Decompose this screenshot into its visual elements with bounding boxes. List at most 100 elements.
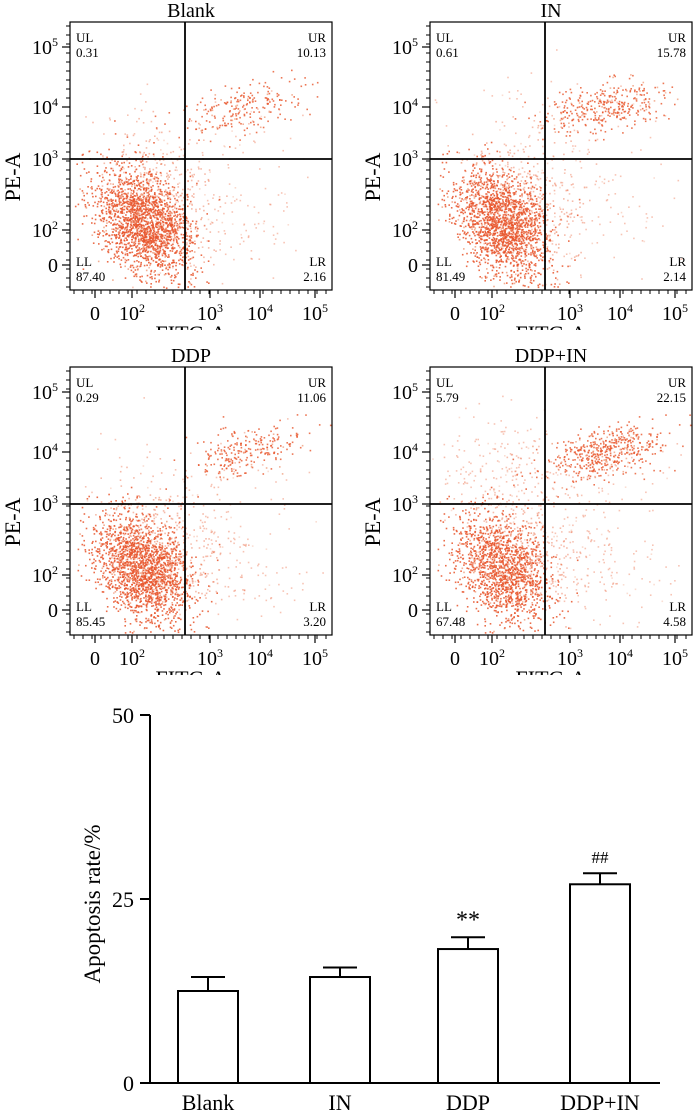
- event-dot: [145, 188, 148, 190]
- event-dot: [533, 195, 536, 198]
- event-dot: [153, 211, 155, 213]
- y-axis-label: PE-A: [0, 152, 25, 201]
- event-dot: [628, 110, 630, 113]
- event-dot: [476, 203, 478, 206]
- event-dot: [172, 239, 175, 241]
- event-dot: [272, 100, 275, 102]
- event-dot: [596, 91, 598, 94]
- event-dot: [527, 197, 529, 200]
- event-dot: [154, 247, 156, 250]
- event-dot: [536, 254, 538, 257]
- event-dot: [136, 195, 139, 197]
- event-dot: [117, 160, 119, 163]
- event-dot: [503, 211, 506, 214]
- event-dot: [556, 251, 558, 254]
- event-dot: [463, 181, 465, 184]
- event-dot: [551, 264, 553, 267]
- event-dot: [485, 222, 487, 224]
- event-dot: [629, 89, 632, 92]
- event-dot: [165, 230, 168, 233]
- event-dot: [90, 180, 92, 183]
- event-dot: [492, 233, 495, 235]
- event-dot: [533, 165, 535, 168]
- event-dot: [468, 206, 471, 209]
- event-dot: [479, 188, 481, 191]
- event-dot: [438, 219, 440, 221]
- event-dot: [169, 214, 172, 217]
- event-dot: [547, 120, 549, 123]
- event-dot: [459, 209, 461, 211]
- event-dot: [634, 123, 636, 126]
- event-dot: [488, 228, 490, 230]
- event-dot: [186, 222, 188, 224]
- event-dot: [570, 184, 573, 186]
- event-dot: [254, 100, 257, 102]
- event-dot: [155, 254, 158, 257]
- event-dot: [145, 236, 148, 239]
- event-dot: [623, 102, 625, 105]
- event-dot: [176, 242, 179, 245]
- event-dot: [480, 211, 482, 213]
- event-dot: [605, 108, 608, 110]
- event-dot: [536, 229, 538, 231]
- event-dot: [490, 233, 493, 235]
- event-dot: [529, 195, 532, 198]
- event-dot: [507, 194, 510, 197]
- event-dot: [487, 250, 490, 253]
- event-dot: [594, 101, 596, 103]
- event-dot: [579, 216, 582, 218]
- event-dot: [104, 240, 106, 243]
- event-dot: [159, 214, 162, 217]
- event-dot: [533, 221, 536, 223]
- event-dot: [272, 70, 275, 73]
- event-dot: [147, 192, 149, 194]
- event-dot: [579, 202, 581, 204]
- event-dot: [482, 203, 485, 205]
- event-dot: [127, 205, 129, 208]
- event-dot: [145, 241, 147, 244]
- event-dot: [527, 268, 529, 271]
- event-dot: [515, 232, 518, 235]
- event-dot: [136, 216, 138, 218]
- event-dot: [482, 195, 484, 198]
- event-dot: [508, 200, 510, 202]
- event-dot: [289, 137, 292, 140]
- event-dot: [187, 196, 189, 198]
- event-dot: [139, 195, 141, 198]
- event-dot: [180, 194, 182, 197]
- event-dot: [119, 188, 122, 190]
- event-dot: [121, 182, 124, 185]
- event-dot: [582, 113, 584, 116]
- event-dot: [153, 201, 156, 204]
- event-dot: [529, 145, 531, 147]
- event-dot: [138, 239, 141, 242]
- event-dot: [135, 213, 137, 215]
- event-dot: [549, 238, 551, 241]
- event-dot: [484, 187, 487, 190]
- event-dot: [126, 211, 129, 213]
- event-dot: [599, 94, 602, 96]
- event-dot: [512, 206, 514, 209]
- event-dot: [607, 109, 610, 111]
- event-dot: [492, 234, 494, 237]
- event-dot: [166, 222, 168, 224]
- event-dot: [109, 212, 112, 215]
- event-dot: [603, 107, 606, 109]
- event-dot: [245, 229, 247, 232]
- event-dot: [500, 239, 503, 241]
- event-dot: [103, 217, 106, 219]
- event-dot: [152, 215, 155, 218]
- event-dot: [495, 238, 498, 241]
- event-dot: [501, 176, 503, 178]
- event-dot: [113, 261, 115, 263]
- event-dot: [263, 131, 266, 133]
- event-dot: [100, 205, 103, 207]
- event-dot: [478, 261, 481, 264]
- event-dot: [227, 167, 230, 169]
- event-dot: [148, 240, 150, 243]
- event-dot: [186, 195, 189, 198]
- event-dot: [521, 235, 524, 237]
- event-dot: [474, 193, 477, 196]
- event-dot: [501, 174, 504, 177]
- event-dot: [213, 249, 215, 251]
